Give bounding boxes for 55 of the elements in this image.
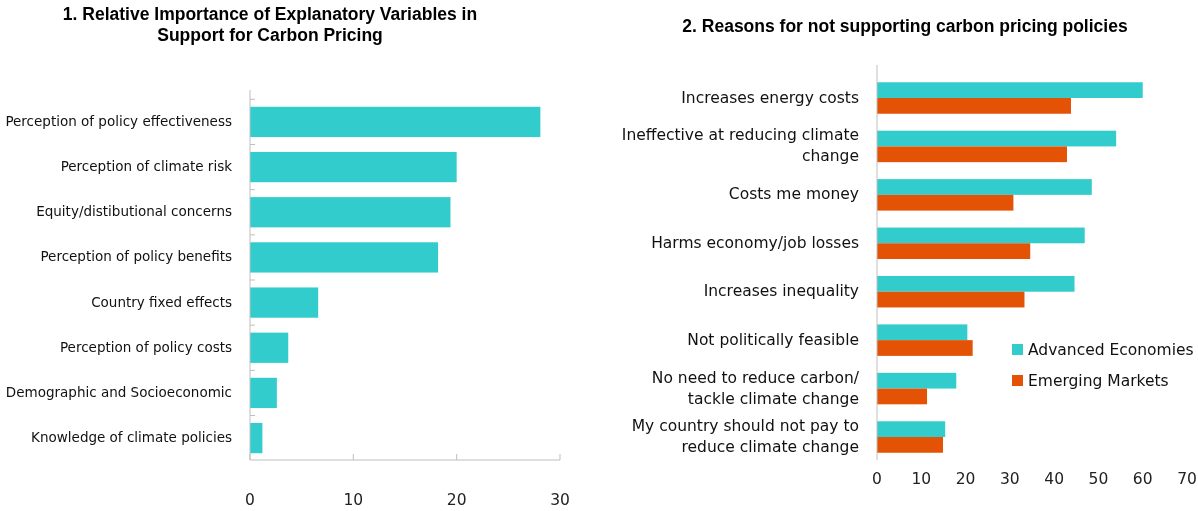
y-tick-label: Perception of policy costs xyxy=(59,338,232,355)
chart-title: 1. Relative Importance of Explanatory Variables in Support for Carbon Pricing xyxy=(62,4,478,45)
bar xyxy=(877,82,1143,98)
y-tick-label: Perception of policy benefits xyxy=(40,248,232,265)
y-tick-label: Costs me money xyxy=(728,185,859,204)
bar xyxy=(877,194,1014,211)
y-tick-label: Country fixed effects xyxy=(91,293,232,310)
x-tick-label: 10 xyxy=(911,470,932,488)
bar xyxy=(250,242,439,273)
bar xyxy=(877,372,957,389)
x-tick-label: 30 xyxy=(999,470,1020,488)
bar xyxy=(877,179,1092,195)
bar xyxy=(877,146,1067,163)
bar xyxy=(250,377,277,409)
bar xyxy=(877,130,1117,147)
bar xyxy=(877,227,1085,244)
y-tick-label: Perception of policy effectiveness xyxy=(5,112,232,129)
y-tick-label: Harms economy/job losses xyxy=(651,233,859,252)
x-tick-label: 0 xyxy=(872,470,882,488)
x-tick-label: 30 xyxy=(550,491,570,509)
y-tick-label: Equity/distibutional concerns xyxy=(36,203,232,220)
legend-label: Emerging Markets xyxy=(1028,371,1169,390)
x-tick-label: 60 xyxy=(1132,470,1153,488)
y-tick-label: Increases energy costs xyxy=(681,88,859,107)
legend-label: Advanced Economies xyxy=(1028,340,1194,359)
chart-title: 2. Reasons for not supporting carbon pricing policies xyxy=(682,16,1128,36)
bar xyxy=(250,106,541,138)
y-tick-label: Perception of climate risk xyxy=(60,158,233,175)
bar xyxy=(877,340,973,356)
bar xyxy=(877,388,928,405)
bar xyxy=(877,291,1025,308)
y-tick-label: Increases inequality xyxy=(703,282,859,301)
bar xyxy=(877,243,1031,260)
bar xyxy=(877,98,1071,114)
bar xyxy=(250,287,319,318)
y-tick-label: Knowledge of climate policies xyxy=(31,429,232,446)
bar xyxy=(877,275,1075,292)
x-tick-label: 40 xyxy=(1044,470,1065,488)
y-tick-label: Not politically feasible xyxy=(687,330,859,349)
bar xyxy=(877,421,946,437)
x-tick-label: 10 xyxy=(343,491,364,509)
x-tick-label: 50 xyxy=(1088,470,1109,488)
y-tick-label: Demographic and Socioeconomic xyxy=(5,383,232,400)
bar xyxy=(250,332,289,363)
y-tick-label: No need to reduce carbon/ tackle climate change xyxy=(651,368,860,408)
bar xyxy=(877,437,943,453)
bar xyxy=(877,324,968,341)
x-tick-label: 20 xyxy=(955,470,976,488)
y-tick-label: My country should not pay to reduce climate change xyxy=(631,417,859,456)
x-tick-label: 0 xyxy=(245,491,255,509)
x-tick-label: 20 xyxy=(446,491,467,509)
bar xyxy=(250,197,451,228)
y-tick-label: Ineffective at reducing climate change xyxy=(621,126,859,166)
x-tick-label: 70 xyxy=(1177,470,1197,488)
bar xyxy=(250,151,457,183)
